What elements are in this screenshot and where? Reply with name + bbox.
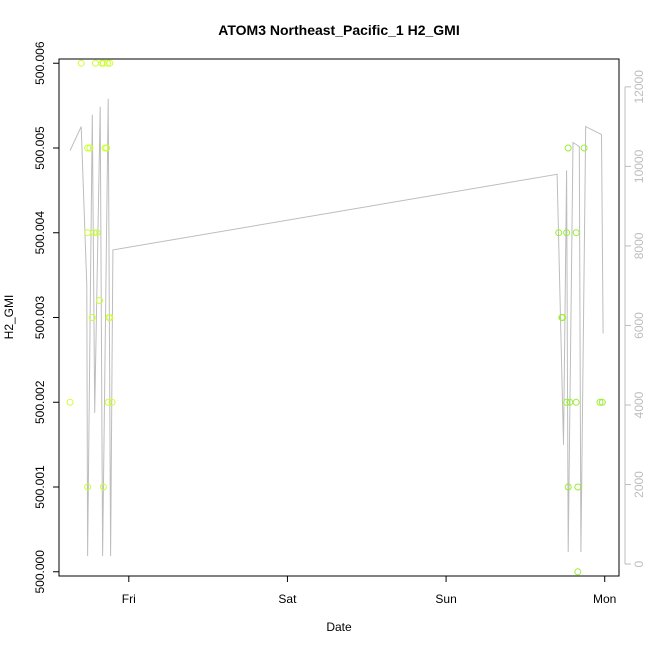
- right-y-tick-label: 8000: [632, 232, 646, 259]
- left-y-axis: 500.000 500.001 500.002 500.003 500.004 500.0…: [33, 41, 59, 593]
- right-y-tick-label: 12000: [632, 70, 646, 104]
- data-point: [93, 229, 101, 237]
- y-tick-label: 500.004: [33, 211, 47, 255]
- y-tick-label: 500.005: [33, 126, 47, 170]
- y-tick-label: 500.001: [33, 465, 47, 509]
- y-tick-label: 500.003: [33, 295, 47, 339]
- data-point: [574, 483, 582, 491]
- plot-frame: [58, 58, 620, 577]
- right-axis-series-line: [69, 98, 604, 557]
- y-tick-label: 500.006: [33, 41, 47, 85]
- data-point: [106, 59, 114, 67]
- data-point: [572, 229, 580, 237]
- data-point: [99, 483, 107, 491]
- data-point: [563, 398, 571, 406]
- y-tick-label: 500.002: [33, 380, 47, 424]
- data-point: [574, 568, 582, 576]
- right-y-tick-label: 2000: [632, 471, 646, 498]
- scatter-points: [66, 59, 606, 576]
- data-point: [84, 144, 92, 152]
- chart-title: ATOM3 Northeast_Pacific_1 H2_GMI: [218, 22, 459, 38]
- data-point: [84, 229, 92, 237]
- data-point: [108, 398, 116, 406]
- x-tick-label: Mon: [593, 592, 616, 606]
- y-tick-label: 500.000: [33, 550, 47, 594]
- x-tick-label: Fri: [122, 592, 136, 606]
- data-point: [88, 314, 96, 321]
- data-point: [96, 297, 103, 304]
- data-point: [90, 229, 98, 237]
- right-y-tick-label: 6000: [632, 312, 646, 339]
- x-tick-label: Sat: [278, 592, 297, 606]
- data-point: [564, 483, 572, 491]
- x-axis: Fri Sat Sun Mon: [122, 576, 616, 606]
- data-point: [559, 314, 567, 321]
- data-point: [66, 398, 74, 406]
- data-point: [105, 314, 113, 321]
- data-point: [86, 144, 94, 152]
- data-point: [563, 229, 571, 237]
- data-point: [84, 483, 92, 491]
- data-point: [77, 59, 85, 67]
- right-y-axis: 0 2000 4000 6000 8000 10000 12000: [624, 70, 646, 567]
- data-point: [555, 229, 563, 237]
- data-point: [598, 398, 606, 406]
- right-y-tick-label: 10000: [632, 149, 646, 183]
- series-line: [69, 98, 604, 557]
- data-point: [596, 398, 604, 406]
- data-point: [564, 144, 572, 152]
- data-point: [103, 144, 111, 152]
- right-y-tick-label: 0: [632, 560, 646, 567]
- data-point: [580, 144, 588, 152]
- x-axis-title: Date: [326, 620, 352, 634]
- x-tick-label: Sun: [435, 592, 456, 606]
- y-axis-title: H2_GMI: [2, 295, 16, 340]
- data-point: [103, 59, 111, 67]
- data-point: [92, 59, 99, 67]
- data-point: [104, 398, 112, 406]
- right-y-tick-label: 4000: [632, 391, 646, 418]
- data-point: [572, 398, 580, 406]
